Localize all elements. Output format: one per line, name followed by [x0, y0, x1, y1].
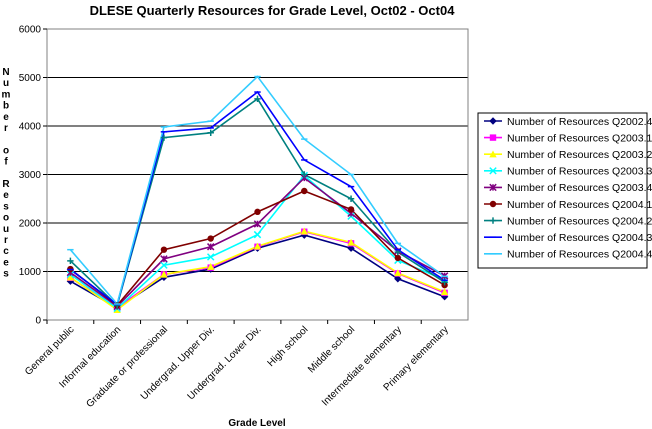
data-point	[254, 208, 261, 216]
data-point	[301, 171, 308, 178]
data-point	[394, 275, 402, 283]
y-axis-ticks: 0 1000 2000 3000 4000 5000 6000	[19, 25, 47, 327]
data-point	[347, 195, 355, 202]
gridlines	[47, 77, 468, 272]
legend-label: Number of Resources Q2004.1	[507, 199, 652, 211]
data-point	[160, 246, 168, 253]
y-axis-title-letter: u	[3, 78, 9, 89]
y-axis-title-letter: b	[3, 101, 9, 112]
data-point	[489, 134, 497, 141]
data-point	[253, 242, 262, 250]
y-axis-title-letter: r	[4, 123, 8, 134]
data-point	[207, 129, 214, 136]
data-point	[301, 187, 308, 195]
data-point	[254, 95, 261, 103]
series-line	[69, 97, 446, 307]
data-point	[489, 183, 497, 192]
y-axis-title-letter: e	[3, 257, 9, 268]
x-tick-label: General public	[23, 324, 76, 377]
y-axis-title-letter: s	[3, 269, 9, 280]
data-point	[347, 238, 355, 246]
y-tick-label: 6000	[19, 25, 42, 36]
data-point	[489, 200, 497, 208]
legend-item: Number of Resources Q2003.4	[484, 182, 652, 194]
data-point	[489, 217, 497, 224]
data-point	[253, 220, 262, 228]
y-axis-title-letter: R	[2, 179, 10, 190]
y-axis-title-letter: f	[4, 157, 8, 168]
y-axis-title-letter	[5, 134, 8, 145]
series-line	[69, 75, 446, 306]
legend-item: Number of Resources Q2003.1	[484, 132, 652, 144]
legend-label: Number of Resources Q2003.1	[507, 132, 652, 144]
data-point	[347, 206, 355, 213]
x-tick-label: Middle school	[306, 324, 357, 375]
data-point	[253, 230, 262, 239]
legend-item: Number of Resources Q2003.3	[484, 166, 652, 178]
data-point	[206, 243, 215, 251]
legend-label: Number of Resources Q2003.2	[507, 149, 652, 161]
legend-item: Number of Resources Q2003.2	[484, 149, 652, 161]
legend-label: Number of Resources Q2003.4	[507, 182, 652, 194]
y-tick-label: 5000	[19, 73, 42, 84]
y-tick-label: 4000	[19, 122, 42, 133]
legend-label: Number of Resources Q2004.3	[507, 232, 652, 244]
legend-label: Number of Resources Q2004.4	[507, 249, 652, 261]
data-point	[489, 167, 497, 175]
y-axis-title-letter: e	[3, 190, 9, 201]
x-axis-title: Grade Level	[228, 418, 285, 429]
y-axis-title-letter: s	[3, 201, 9, 212]
legend-item: Number of Resources Q2002.4	[484, 116, 652, 128]
series-markers	[66, 75, 449, 314]
legend-label: Number of Resources Q2004.2	[507, 215, 652, 227]
data-point	[160, 261, 168, 269]
y-axis-title-letter: c	[3, 246, 9, 257]
y-axis-title-letter: r	[4, 235, 8, 246]
x-tick-label: Intermediate elementary	[320, 324, 404, 408]
legend-label: Number of Resources Q2003.3	[507, 166, 652, 178]
legend: Number of Resources Q2002.4 Number of Res…	[477, 112, 652, 269]
y-tick-label: 1000	[19, 267, 42, 278]
series-lines	[69, 75, 446, 311]
data-point	[300, 227, 308, 235]
y-axis-title-letter: o	[3, 213, 9, 224]
legend-box	[477, 112, 648, 269]
y-tick-label: 3000	[19, 170, 42, 181]
y-axis-title-letter: o	[3, 145, 9, 156]
data-point	[489, 117, 497, 125]
x-tick-label: High school	[266, 324, 311, 369]
data-point	[394, 254, 402, 262]
data-point	[207, 262, 215, 270]
data-point	[160, 134, 168, 141]
chart-title: DLESE Quarterly Resources for Grade Leve…	[90, 3, 456, 18]
y-tick-label: 2000	[19, 219, 42, 230]
legend-item: Number of Resources Q2004.2	[484, 215, 652, 227]
data-point	[394, 269, 402, 277]
data-point	[206, 253, 215, 261]
x-tick-label: Graduate or professional	[84, 324, 170, 410]
y-axis-title-letter: e	[3, 112, 9, 123]
y-tick-label: 0	[35, 316, 41, 327]
y-axis-title-letter: m	[2, 89, 11, 100]
legend-item: Number of Resources Q2004.1	[484, 199, 652, 211]
legend-item: Number of Resources Q2004.4	[484, 249, 652, 261]
data-point	[66, 273, 75, 281]
legend-label: Number of Resources Q2002.4	[507, 116, 652, 128]
y-axis-title-letter	[5, 168, 8, 179]
legend-item: Number of Resources Q2004.3	[484, 232, 652, 244]
y-axis-title-letter: N	[2, 67, 9, 78]
data-point	[160, 255, 168, 263]
data-point	[440, 288, 449, 296]
data-point	[489, 150, 497, 158]
data-point	[67, 257, 74, 265]
data-point	[207, 235, 214, 242]
data-point	[160, 270, 168, 278]
y-axis-title-letter: u	[3, 224, 9, 235]
